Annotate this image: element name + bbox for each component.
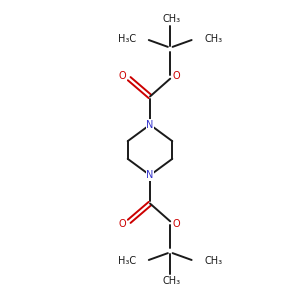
Text: CH₃: CH₃ [204, 34, 222, 44]
Text: CH₃: CH₃ [163, 14, 181, 24]
Text: O: O [119, 71, 127, 81]
Text: O: O [173, 219, 181, 229]
Text: O: O [173, 71, 181, 81]
Text: CH₃: CH₃ [204, 256, 222, 266]
Text: H₃C: H₃C [118, 256, 136, 266]
Text: N: N [146, 170, 154, 180]
Text: O: O [119, 219, 127, 229]
Text: CH₃: CH₃ [163, 276, 181, 286]
Text: H₃C: H₃C [118, 34, 136, 44]
Text: N: N [146, 120, 154, 130]
